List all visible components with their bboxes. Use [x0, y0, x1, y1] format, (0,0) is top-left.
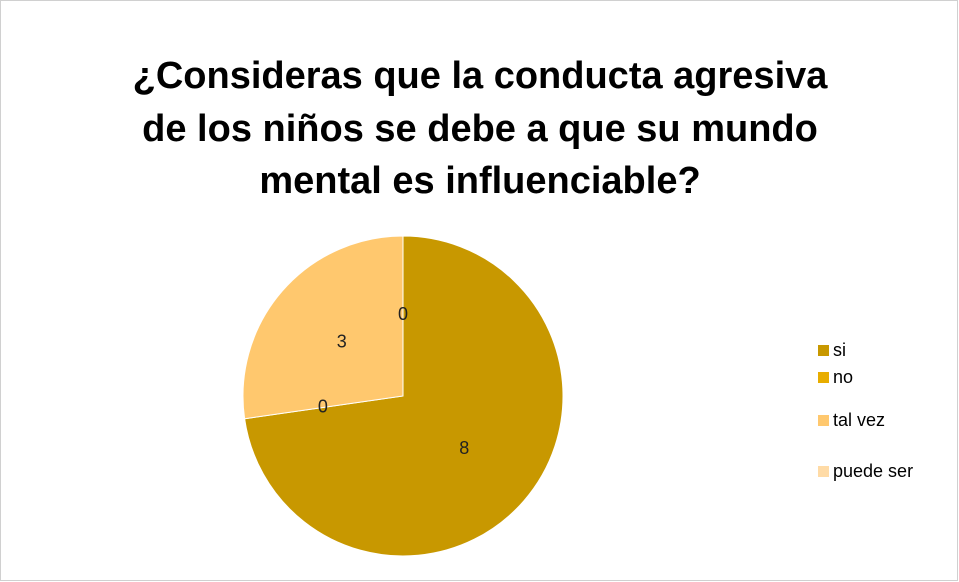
legend-swatch	[818, 415, 829, 426]
legend-label: no	[833, 367, 853, 387]
legend-swatch	[818, 372, 829, 383]
data-label: 3	[337, 332, 347, 352]
legend-label: tal vez	[833, 410, 885, 430]
chart-title: ¿Consideras que la conducta agresiva	[133, 55, 829, 97]
data-label: 0	[318, 396, 328, 416]
chart-title: mental es influenciable?	[259, 160, 700, 202]
legend-swatch	[818, 345, 829, 356]
pie-slice	[242, 235, 404, 420]
legend-label: puede ser	[833, 461, 913, 481]
chart-title: de los niños se debe a que su mundo	[142, 108, 818, 150]
data-label: 0	[398, 304, 408, 324]
pie-slice	[244, 235, 564, 557]
legend-label: si	[833, 340, 846, 360]
data-label: 8	[459, 438, 469, 458]
legend-swatch	[818, 466, 829, 477]
